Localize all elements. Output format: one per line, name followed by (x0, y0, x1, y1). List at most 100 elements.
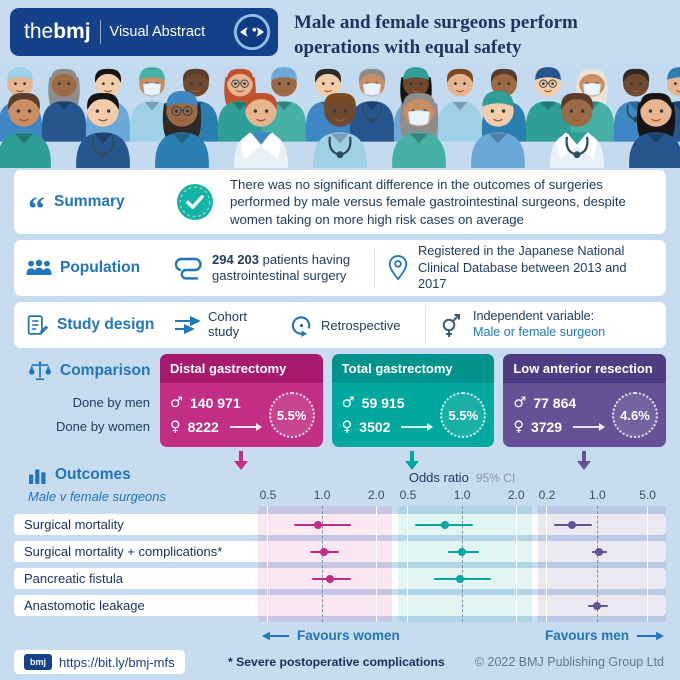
study-design-label-block: Study design (26, 314, 174, 336)
axis-tick-label: 2.0 (367, 488, 385, 502)
axis-tick-label: 1.0 (453, 488, 471, 502)
women-count-row: ♀ 3729 (513, 418, 605, 437)
female-icon: ♀ (170, 419, 181, 435)
comparison-card-total-gastrectomy: Total gastrectomy ♂ 59 915 ♀ 3502 5.5% (331, 354, 495, 447)
favours-men-label: Favours men (545, 628, 664, 643)
eye-icon (233, 13, 271, 51)
card-title: Distal gastrectomy (160, 354, 323, 383)
women-share-badge: 5.5% (440, 392, 487, 438)
study-design-label: Study design (57, 316, 155, 333)
axis-tick-label: 5.0 (639, 488, 656, 502)
axis-header: Odds ratio 95% CI (258, 470, 666, 485)
female-icon: ♀ (513, 419, 524, 435)
women-count: 3502 (359, 419, 391, 435)
male-female-icon (442, 314, 460, 337)
retrospective-arrow-icon (291, 315, 311, 337)
male-icon: ♂ (513, 395, 527, 411)
crowd-figures (0, 67, 680, 168)
check-icon (176, 183, 214, 221)
outcome-row-label: Surgical mortality (24, 517, 124, 532)
arrow-right-icon (636, 631, 664, 640)
logo-divider (99, 20, 101, 44)
axis-title: Odds ratio (408, 470, 469, 485)
down-arrow-icon (405, 451, 419, 472)
card-body: ♂ 77 864 ♀ 3729 4.6% (503, 383, 666, 447)
footnote: * Severe postoperative complications (228, 655, 445, 669)
bmj-logo: thebmj (24, 20, 91, 44)
logo-bmj: bmj (53, 20, 91, 43)
outcome-row: Surgical mortality (14, 514, 666, 535)
intestine-icon (174, 257, 202, 280)
bmj-mini-logo: bmj (24, 654, 52, 670)
summary-label-block: “ Summary (28, 192, 176, 226)
independent-variable-value: Male or female surgeon (473, 325, 606, 339)
scales-icon (29, 361, 51, 381)
axis-ci-label: 95% CI (475, 471, 516, 485)
cohort-label: Cohort study (208, 309, 248, 339)
cohort-pair: Cohort study (174, 309, 262, 340)
male-icon: ♂ (170, 395, 183, 411)
comparison-card-low-anterior-resection: Low anterior resection ♂ 77 864 ♀ 3729 4.6… (503, 354, 666, 447)
done-by-women-label: Done by women (56, 419, 150, 434)
retrospective-label: Retrospective (321, 317, 401, 333)
male-icon: ♂ (341, 395, 355, 411)
bmj-logo-box: thebmj Visual Abstract (10, 8, 278, 56)
summary-label: Summary (54, 193, 125, 210)
down-arrow-icon (234, 451, 248, 472)
men-count: 59 915 (361, 395, 405, 411)
men-count-row: ♂ 59 915 (342, 394, 433, 413)
location-pin-icon (388, 255, 408, 281)
women-count-row: ♀ 3502 (342, 418, 434, 437)
page-title: Male and female surgeons perform operati… (294, 12, 578, 58)
down-arrow-icon (577, 451, 591, 472)
favours-men-text: Favours men (544, 628, 629, 643)
arrow-right-icon (573, 423, 605, 431)
summary-text: There was no significant difference in t… (230, 176, 626, 227)
axis-tick-label: 0.5 (259, 488, 277, 502)
surgeons-illustration (0, 64, 680, 168)
arrow-left-icon (262, 631, 290, 640)
copyright: © 2022 BMJ Publishing Group Ltd (474, 655, 664, 669)
outcome-row-label: Pancreatic fistula (24, 571, 123, 586)
independent-variable-label: Independent variable: (473, 309, 595, 324)
bar-chart-icon (29, 468, 46, 484)
population-label: Population (60, 259, 141, 276)
women-share-badge: 4.6% (612, 392, 658, 438)
cohort-arrows-icon (175, 316, 200, 334)
summary-card: “ Summary There was no significant diffe… (14, 170, 666, 234)
visual-abstract-label: Visual Abstract (109, 24, 206, 40)
card-title: Low anterior resection (503, 354, 666, 383)
women-share-badge: 5.5% (268, 392, 315, 438)
outcome-row-label: Anastomotic leakage (24, 598, 145, 613)
registry-text: Registered in the Japanese National Clin… (418, 243, 627, 292)
population-icon (26, 259, 52, 275)
favours-women-label: Favours women (262, 628, 400, 643)
footer-link-box[interactable]: bmj https://bit.ly/bmj-mfs (14, 650, 185, 674)
women-count-row: ♀ 8222 (170, 418, 262, 437)
comparison-label-block: Comparison (28, 360, 150, 382)
comparison-cards: Distal gastrectomy ♂ 140 971 ♀ 8222 5.5% T… (160, 354, 666, 447)
axis-tick-label: 0.2 (538, 488, 556, 502)
men-count: 77 864 (533, 395, 577, 411)
men-count-row: ♂ 77 864 (513, 394, 604, 413)
independent-variable-block: Independent variable: Male or female sur… (438, 309, 654, 340)
men-count-row: ♂ 140 971 (170, 394, 261, 413)
population-count-text: 294 203 patients having gastrointestinal… (212, 252, 362, 285)
card-body: ♂ 140 971 ♀ 8222 5.5% (160, 383, 323, 447)
divider (374, 249, 376, 287)
population-count-rest: patients having gastrointestinal surgery (212, 251, 351, 283)
footer-url[interactable]: https://bit.ly/bmj-mfs (59, 654, 175, 670)
logo-the: the (24, 20, 54, 43)
axis-tick-label: 2.0 (507, 488, 525, 502)
study-design-card: Study design Cohort study Retrospective (14, 302, 666, 348)
outcomes-label-block: Outcomes (28, 466, 131, 484)
card-body: ♂ 59 915 ♀ 3502 5.5% (331, 383, 495, 447)
independent-variable-text: Independent variable: Male or female sur… (473, 309, 605, 340)
arrow-right-icon (401, 423, 434, 431)
retrospective-pair: Retrospective (290, 314, 400, 337)
men-count: 140 971 (190, 395, 241, 411)
favours-women-text: Favours women (297, 628, 400, 643)
header: thebmj Visual Abstract Male and female s… (10, 8, 670, 60)
outcomes-label: Outcomes (55, 466, 131, 483)
